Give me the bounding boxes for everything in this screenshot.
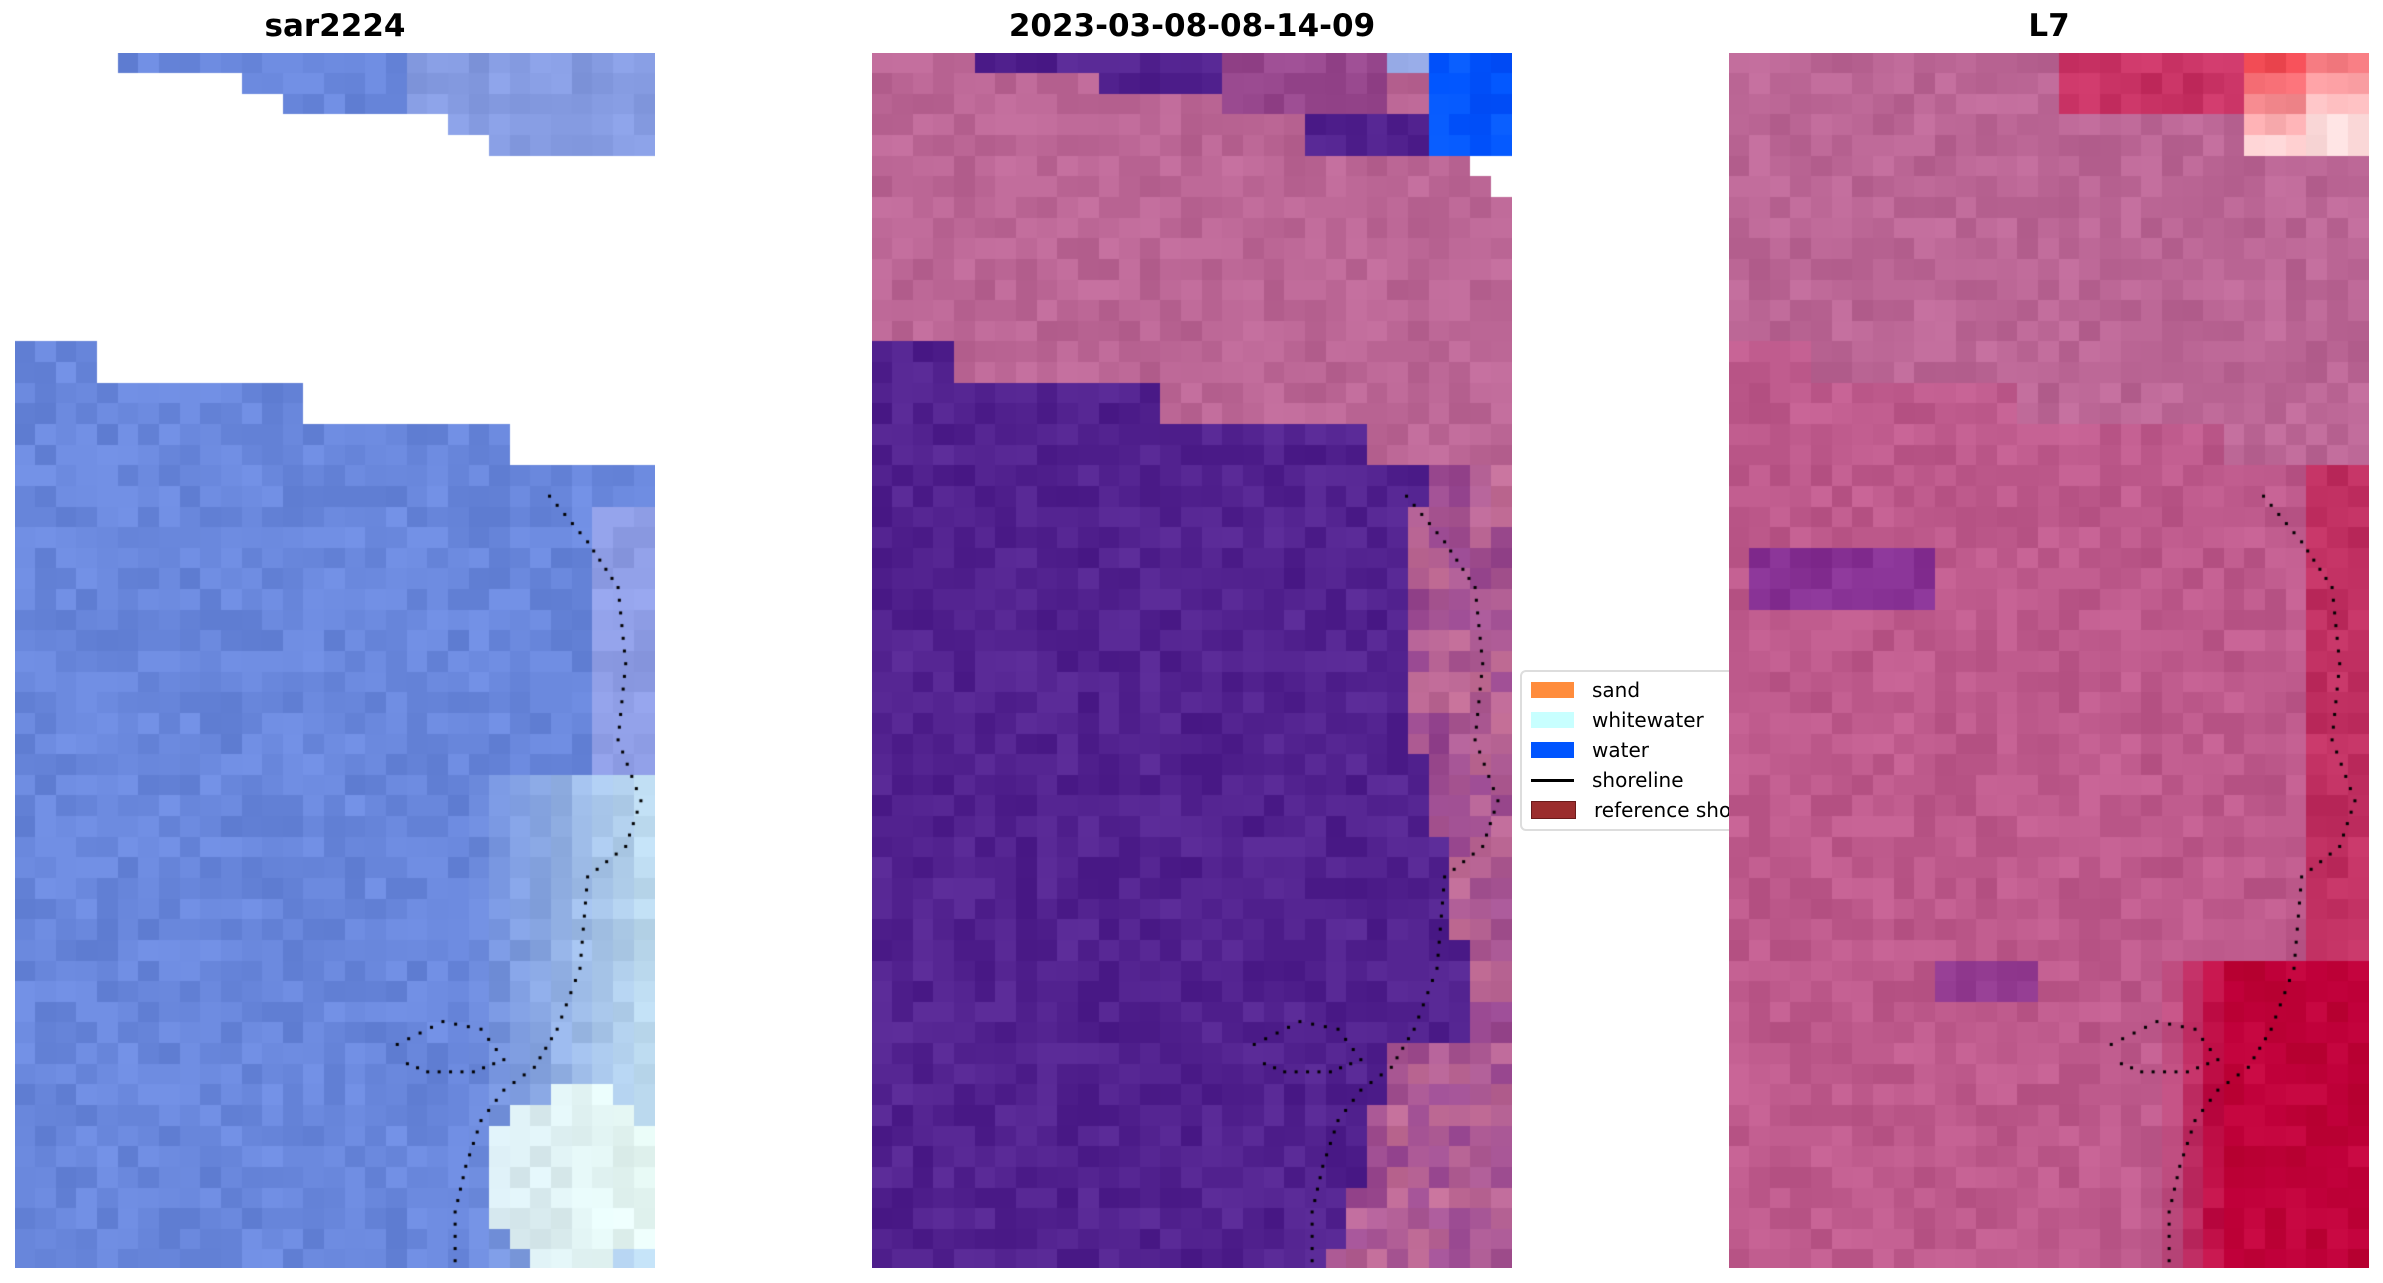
legend-label: reference sho (1594, 798, 1732, 822)
panel-title-l7: L7 (2028, 8, 2070, 44)
legend-label: water (1592, 738, 1649, 762)
legend-item-whitewater: whitewater (1531, 706, 1704, 734)
sar-image-panel (15, 53, 655, 1268)
whitewater-swatch (1531, 712, 1574, 728)
legend-label: shoreline (1592, 768, 1684, 792)
legend-label: sand (1592, 678, 1641, 702)
sand-swatch (1531, 682, 1574, 698)
classification-image-panel (872, 53, 1512, 1268)
legend-item-reference-shoreline: reference sho (1531, 796, 1731, 824)
water-swatch (1531, 742, 1574, 758)
legend-item-water: water (1531, 736, 1649, 764)
legend-item-sand: sand (1531, 676, 1640, 704)
legend: sand whitewater water shoreline referenc… (1520, 670, 1764, 831)
panel-title-sar: sar2224 (264, 8, 406, 44)
panel-title-date: 2023-03-08-08-14-09 (1008, 8, 1376, 44)
reference-shoreline-swatch (1531, 801, 1576, 819)
legend-item-shoreline: shoreline (1531, 766, 1684, 794)
shoreline-swatch (1531, 778, 1574, 782)
legend-label: whitewater (1592, 708, 1704, 732)
l7-image-panel (1729, 53, 2369, 1268)
